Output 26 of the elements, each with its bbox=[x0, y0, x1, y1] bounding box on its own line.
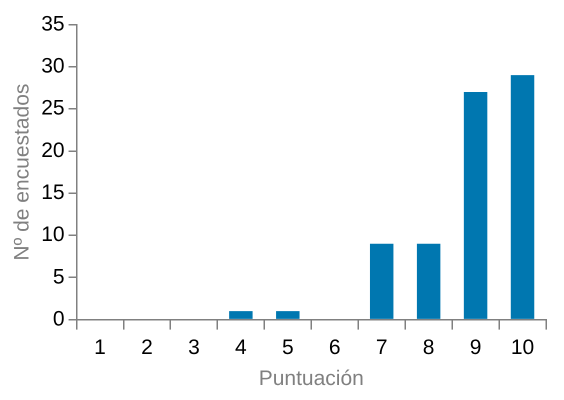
y-tick-label: 0 bbox=[52, 307, 65, 330]
x-axis-title: Puntuación bbox=[258, 367, 364, 390]
x-tick-label: 6 bbox=[328, 336, 341, 359]
y-tick-label: 25 bbox=[41, 96, 65, 120]
x-tick-label: 9 bbox=[470, 336, 482, 359]
bar bbox=[276, 311, 300, 319]
y-tick-label: 5 bbox=[52, 265, 65, 288]
y-axis-title: Nº de encuestados bbox=[10, 84, 34, 261]
x-tick-label: 4 bbox=[235, 336, 248, 359]
bar bbox=[510, 75, 534, 319]
x-tick-label: 3 bbox=[188, 336, 200, 359]
bar bbox=[464, 92, 488, 319]
y-tick-label: 35 bbox=[41, 12, 65, 36]
bar bbox=[416, 244, 440, 319]
x-tick-label: 1 bbox=[94, 336, 106, 359]
x-tick-label: 7 bbox=[376, 336, 388, 359]
y-tick-label: 20 bbox=[41, 138, 65, 162]
x-tick-label: 5 bbox=[282, 336, 294, 359]
bar bbox=[370, 244, 394, 319]
x-tick-label: 10 bbox=[510, 336, 534, 359]
x-tick-label: 8 bbox=[422, 336, 434, 359]
bar bbox=[229, 311, 253, 319]
y-tick-label: 15 bbox=[41, 180, 65, 204]
y-tick-label: 10 bbox=[41, 223, 65, 246]
x-tick-label: 2 bbox=[141, 336, 153, 359]
y-tick-label: 30 bbox=[41, 54, 65, 78]
